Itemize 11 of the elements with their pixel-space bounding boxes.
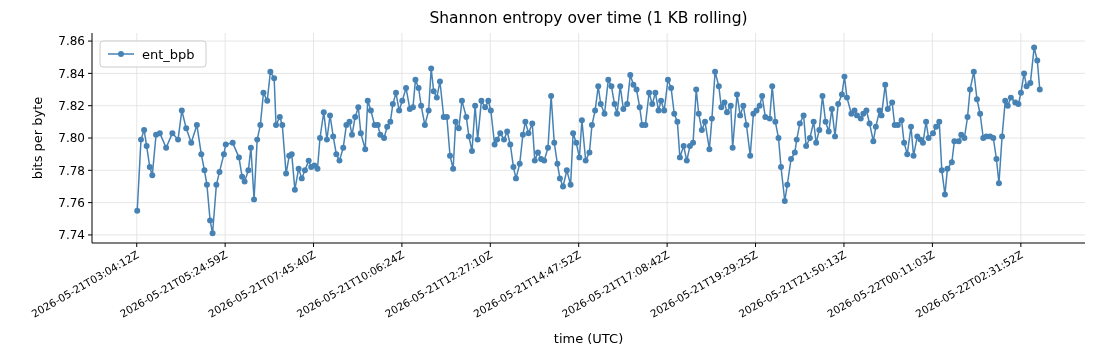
y-axis-title: bits per byte xyxy=(30,96,45,180)
y-tick-label: 7.84 xyxy=(58,66,85,81)
y-tick-label: 7.76 xyxy=(58,195,85,210)
y-tick-label: 7.74 xyxy=(58,228,85,243)
y-tick-label: 7.78 xyxy=(58,163,85,178)
y-tick-label: 7.80 xyxy=(58,131,85,146)
x-axis-title: time (UTC) xyxy=(553,331,624,346)
y-tick-label: 7.82 xyxy=(58,98,85,113)
y-tick-label: 7.86 xyxy=(58,34,85,49)
legend-label: ent_bpb xyxy=(142,46,195,62)
chart-title: Shannon entropy over time (1 KB rolling) xyxy=(429,9,748,27)
